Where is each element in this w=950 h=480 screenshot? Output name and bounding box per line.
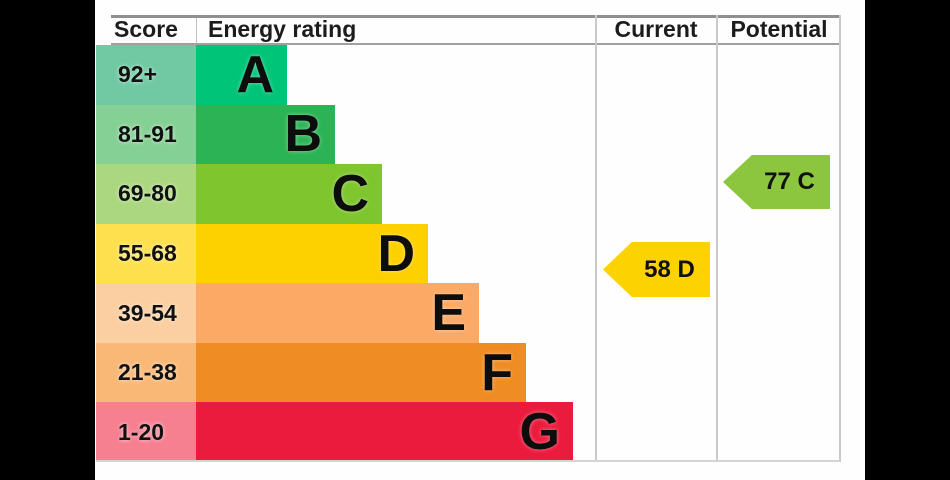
grade-letter: B (284, 105, 322, 164)
current-value: 58 D (644, 255, 695, 283)
table-bottom-border (96, 460, 840, 462)
table-top-border (111, 15, 840, 18)
left-letterbox (0, 0, 95, 480)
grade-letter: C (331, 164, 369, 223)
band-row-d: 55-68 D (96, 223, 841, 284)
score-range: 69-80 (96, 164, 196, 224)
rating-bar-d: D (196, 223, 428, 284)
rating-bar-c: C (196, 164, 382, 224)
grade-letter: D (377, 224, 415, 283)
header-energy-rating: Energy rating (208, 15, 357, 42)
header-potential: Potential (730, 15, 828, 42)
score-range: 55-68 (96, 223, 196, 284)
header-underline (111, 43, 840, 45)
epc-rating-chart: Score Energy rating Current Potential 92… (96, 15, 841, 463)
score-range: 1-20 (96, 402, 196, 463)
potential-arrow: 77 C (723, 155, 830, 209)
potential-value: 77 C (764, 168, 815, 195)
header-score: Score (114, 15, 178, 42)
band-row-b: 81-91 B (96, 104, 841, 165)
band-row-g: 1-20 G (96, 402, 841, 463)
score-range: 21-38 (96, 342, 196, 403)
grade-letter: A (236, 45, 274, 104)
chart-canvas: Score Energy rating Current Potential 92… (95, 0, 865, 480)
table-right-border (839, 15, 841, 462)
column-divider-current (595, 15, 597, 462)
rating-bar-b: B (196, 104, 335, 165)
rating-bar-e: E (196, 283, 479, 343)
score-range: 92+ (96, 45, 196, 105)
rating-bands: 92+ A 81-91 B 69-80 C 55-68 D (96, 45, 841, 463)
score-range: 39-54 (96, 283, 196, 343)
rating-bar-f: F (196, 342, 526, 403)
right-letterbox (865, 0, 950, 480)
chart-header: Score Energy rating Current Potential (96, 15, 841, 45)
column-divider-potential (716, 15, 718, 462)
band-row-a: 92+ A (96, 45, 841, 105)
header-current: Current (614, 15, 698, 42)
grade-letter: G (519, 403, 560, 462)
header-divider-score-rating (196, 18, 197, 43)
grade-letter: F (481, 343, 513, 402)
rating-bar-g: G (196, 402, 573, 463)
grade-letter: E (431, 284, 466, 343)
rating-bar-a: A (196, 45, 287, 105)
band-row-c: 69-80 C (96, 164, 841, 224)
score-range: 81-91 (96, 104, 196, 165)
band-row-e: 39-54 E (96, 283, 841, 343)
band-row-f: 21-38 F (96, 342, 841, 403)
